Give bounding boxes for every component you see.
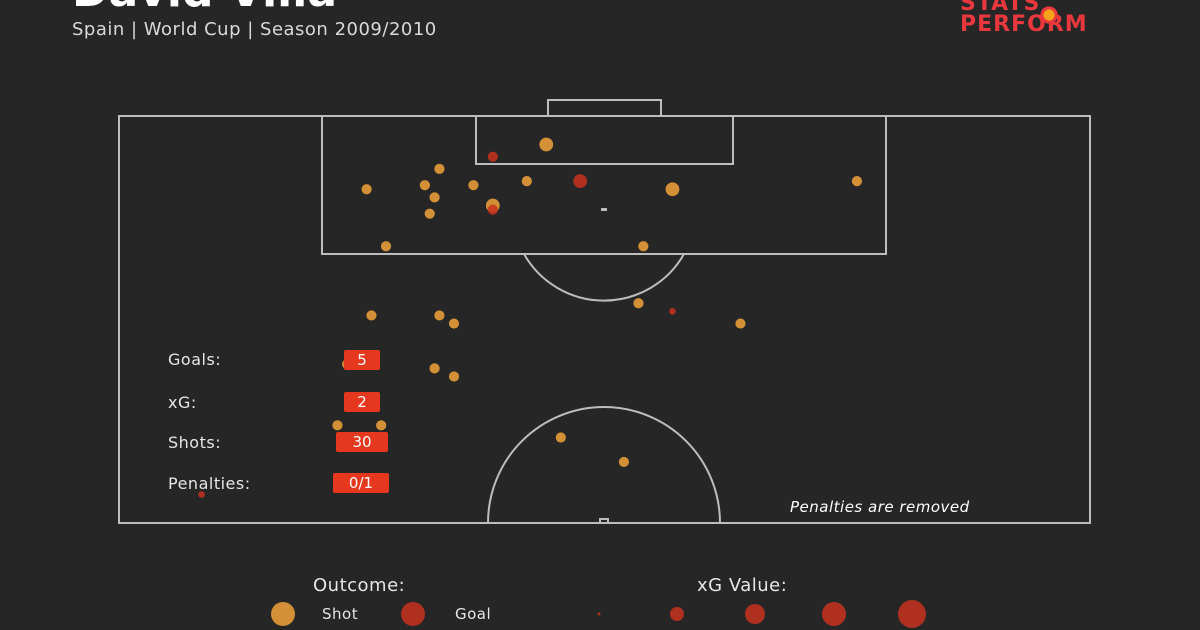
xg-legend-title: xG Value: (697, 575, 788, 596)
shot-point-17 (735, 318, 746, 329)
legend-goal-label: Goal (455, 605, 492, 623)
shot-point-23 (555, 432, 566, 443)
goals-value-badge: 5 (344, 350, 380, 370)
goal-point-3 (669, 308, 676, 315)
penalties-label: Penalties: (168, 474, 251, 493)
player-name: David Villa (72, 0, 337, 14)
legend-shot-label: Shot (322, 605, 359, 623)
pitch-lines (118, 99, 1091, 524)
legend-xg-size-2 (670, 607, 684, 621)
shot-point-21 (332, 420, 343, 431)
shot-point-5 (468, 180, 479, 191)
logo-line-1: STATS (960, 0, 1041, 16)
legend-shot-marker (271, 602, 295, 626)
xg-label: xG: (168, 393, 197, 412)
goal-point-0 (487, 151, 498, 162)
shot-point-24 (618, 456, 630, 468)
penalty-spot (601, 208, 607, 211)
goal-point-4 (198, 491, 205, 498)
pitch-outline (118, 115, 1091, 524)
six-yard-box (475, 115, 734, 165)
outcome-legend-title: Outcome: (313, 575, 406, 596)
legend-goal-marker (401, 602, 425, 626)
goal-point-1 (573, 174, 588, 189)
shot-point-22 (376, 420, 387, 431)
xg-value-badge: 2 (344, 392, 380, 412)
shot-point-12 (638, 241, 649, 252)
shots-value-badge: 30 (336, 432, 388, 452)
penalties-note: Penalties are removed (790, 498, 970, 516)
stats-perform-logo: STATS PERFORM (960, 0, 1088, 36)
goal-point-2 (487, 204, 498, 215)
shot-point-14 (366, 310, 377, 321)
shot-point-3 (419, 180, 430, 191)
shot-point-2 (361, 184, 372, 195)
shot-point-16 (448, 318, 460, 329)
shot-point-6 (521, 176, 532, 187)
shots-label: Shots: (168, 433, 222, 452)
shot-point-11 (380, 241, 392, 252)
centre-circle (487, 406, 721, 524)
shot-point-4 (429, 192, 440, 203)
page-subtitle: Spain | World Cup | Season 2009/2010 (72, 19, 437, 40)
shot-point-0 (539, 137, 554, 152)
logo-burst-icon (1038, 4, 1060, 26)
shots-layer (198, 137, 863, 498)
shot-point-8 (665, 182, 680, 197)
goals-label: Goals: (168, 350, 222, 369)
legend-xg-size-4 (822, 602, 846, 626)
penalty-arc (523, 253, 685, 302)
penalties-value-badge: 0/1 (333, 473, 389, 493)
shot-point-15 (434, 310, 445, 321)
shot-point-13 (633, 298, 644, 309)
shot-point-9 (851, 176, 863, 187)
shot-point-19 (429, 363, 440, 374)
centre-spot (599, 518, 609, 524)
penalty-box (321, 115, 887, 255)
legend-xg-size-3 (745, 604, 765, 624)
goal-frame (547, 99, 662, 117)
shot-point-10 (424, 208, 435, 219)
shot-point-1 (434, 163, 445, 175)
shot-point-20 (448, 371, 460, 382)
legend-markers (271, 600, 926, 628)
legend-xg-size-5 (898, 600, 926, 628)
legend-xg-size-1 (597, 612, 601, 616)
